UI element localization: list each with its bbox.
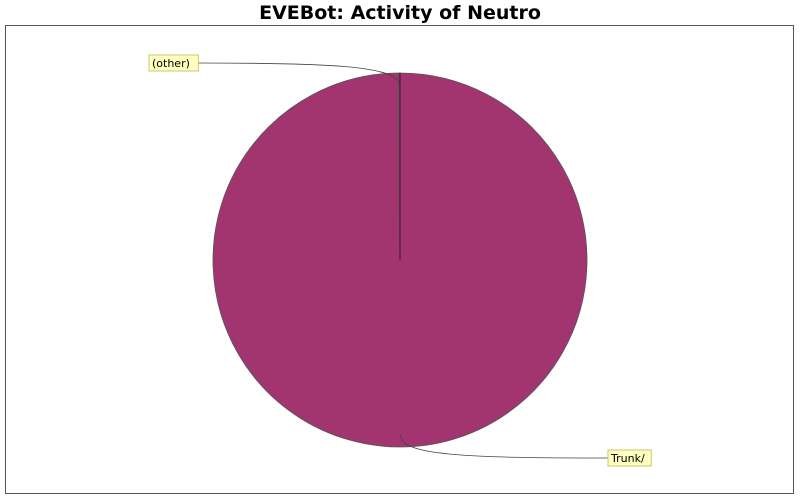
slice-label-box-0: [607, 449, 652, 467]
slice-label-0: Trunk/: [610, 452, 645, 465]
slice-label-1: (other): [152, 57, 190, 70]
leader-line-1: [198, 62, 400, 86]
leader-line-0: [400, 434, 609, 459]
chart-title: EVEBot: Activity of Neutro: [259, 2, 541, 24]
slice-label-box-1: [148, 54, 199, 72]
